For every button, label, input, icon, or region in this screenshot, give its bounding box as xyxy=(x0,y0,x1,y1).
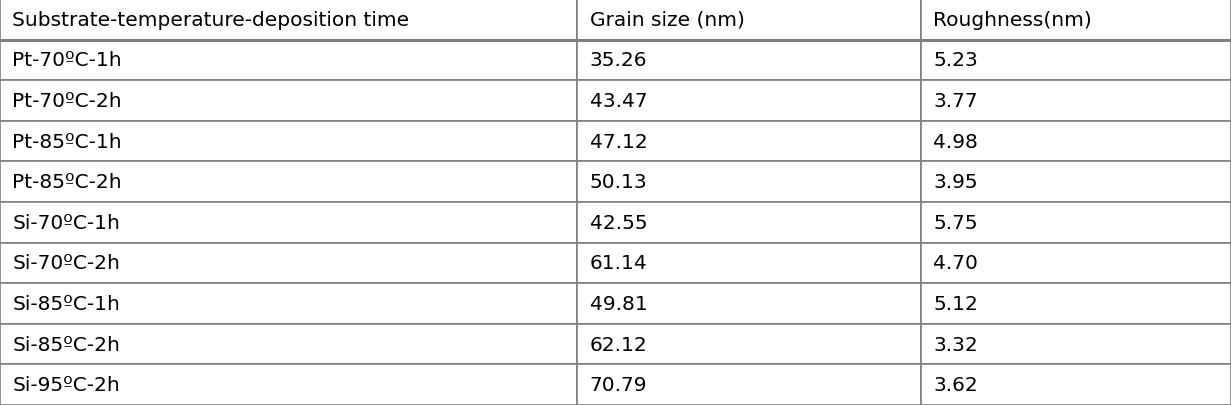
Bar xyxy=(577,162,921,202)
Text: Pt-70ºC-2h: Pt-70ºC-2h xyxy=(12,92,122,111)
Text: Grain size (nm): Grain size (nm) xyxy=(590,11,745,30)
Text: 47.12: 47.12 xyxy=(590,132,648,151)
Text: 4.98: 4.98 xyxy=(933,132,977,151)
Text: 70.79: 70.79 xyxy=(590,375,648,394)
Bar xyxy=(577,243,921,284)
Bar xyxy=(0,0,577,40)
Text: 4.70: 4.70 xyxy=(933,254,977,273)
Text: Roughness(nm): Roughness(nm) xyxy=(933,11,1092,30)
Bar xyxy=(0,364,577,405)
Text: 50.13: 50.13 xyxy=(590,173,648,192)
Text: 5.12: 5.12 xyxy=(933,294,977,313)
Text: Si-85ºC-1h: Si-85ºC-1h xyxy=(12,294,121,313)
Text: Si-85ºC-2h: Si-85ºC-2h xyxy=(12,335,121,354)
Bar xyxy=(577,202,921,243)
Bar xyxy=(0,324,577,364)
Text: Substrate-temperature-deposition time: Substrate-temperature-deposition time xyxy=(12,11,410,30)
Bar xyxy=(577,364,921,405)
Text: Si-95ºC-2h: Si-95ºC-2h xyxy=(12,375,121,394)
Text: 62.12: 62.12 xyxy=(590,335,648,354)
Text: 5.75: 5.75 xyxy=(933,213,977,232)
Text: Si-70ºC-1h: Si-70ºC-1h xyxy=(12,213,121,232)
Text: 42.55: 42.55 xyxy=(590,213,648,232)
Text: 5.23: 5.23 xyxy=(933,51,977,70)
Bar xyxy=(921,0,1231,40)
Bar xyxy=(0,202,577,243)
Text: 43.47: 43.47 xyxy=(590,92,648,111)
Bar xyxy=(921,122,1231,162)
Text: 3.77: 3.77 xyxy=(933,92,977,111)
Bar xyxy=(0,81,577,122)
Bar xyxy=(921,81,1231,122)
Text: Pt-85ºC-2h: Pt-85ºC-2h xyxy=(12,173,122,192)
Text: Si-70ºC-2h: Si-70ºC-2h xyxy=(12,254,121,273)
Text: 49.81: 49.81 xyxy=(590,294,648,313)
Bar xyxy=(577,122,921,162)
Bar xyxy=(921,324,1231,364)
Text: 3.32: 3.32 xyxy=(933,335,977,354)
Bar xyxy=(577,324,921,364)
Bar xyxy=(577,284,921,324)
Bar xyxy=(0,243,577,284)
Bar xyxy=(577,81,921,122)
Bar xyxy=(921,284,1231,324)
Text: Pt-85ºC-1h: Pt-85ºC-1h xyxy=(12,132,122,151)
Bar xyxy=(921,162,1231,202)
Text: Pt-70ºC-1h: Pt-70ºC-1h xyxy=(12,51,122,70)
Bar xyxy=(921,243,1231,284)
Bar xyxy=(0,40,577,81)
Bar xyxy=(0,162,577,202)
Text: 3.62: 3.62 xyxy=(933,375,977,394)
Bar xyxy=(921,202,1231,243)
Bar xyxy=(577,40,921,81)
Bar xyxy=(921,364,1231,405)
Bar xyxy=(921,40,1231,81)
Text: 61.14: 61.14 xyxy=(590,254,648,273)
Bar xyxy=(577,0,921,40)
Text: 3.95: 3.95 xyxy=(933,173,977,192)
Text: 35.26: 35.26 xyxy=(590,51,648,70)
Bar xyxy=(0,284,577,324)
Bar xyxy=(0,122,577,162)
